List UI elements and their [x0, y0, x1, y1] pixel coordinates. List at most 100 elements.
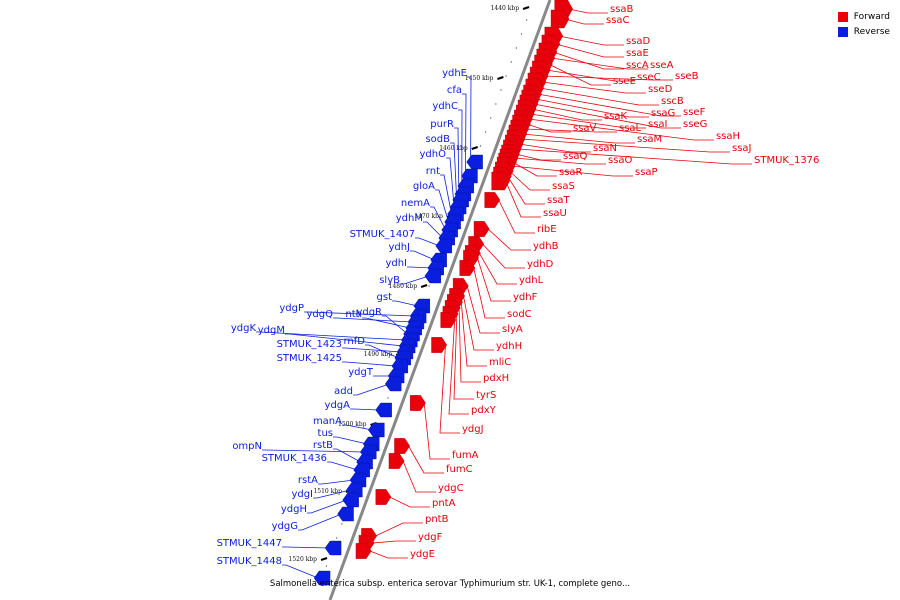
reverse-gene-label: ydgG	[272, 521, 298, 532]
axis-minor-dot	[341, 523, 343, 525]
reverse-leader-line	[333, 436, 368, 445]
reverse-gene-label: ydgM	[258, 325, 285, 336]
axis-minor-dot	[495, 103, 497, 105]
reverse-leader-line	[410, 250, 435, 261]
forward-leader-line	[526, 123, 571, 133]
reverse-gene-label: ydhO	[420, 149, 447, 160]
reverse-leader-line	[342, 361, 396, 367]
axis-tick-label: 1520 kbp	[289, 556, 318, 563]
reverse-gene-label: slyB	[379, 275, 400, 286]
forward-gene-label: ydgJ	[462, 424, 484, 435]
axis-minor-dot	[479, 145, 482, 147]
forward-leader-line	[408, 445, 444, 474]
forward-leader-line	[535, 98, 649, 118]
forward-gene-arrow	[355, 543, 372, 559]
reverse-leader-line	[365, 344, 399, 359]
forward-gene-label: ribE	[537, 224, 557, 235]
forward-gene-label: ssaG	[651, 108, 675, 119]
reverse-gene-arrow	[368, 422, 385, 438]
reverse-gene-label: ydhI	[385, 258, 407, 269]
axis-minor-dot	[387, 397, 389, 399]
forward-gene-label: ydgF	[418, 532, 443, 543]
reverse-leader-line	[415, 237, 440, 247]
reverse-leader-line	[435, 189, 449, 223]
forward-gene-label: STMUK_1376	[754, 155, 819, 166]
reverse-leader-line	[400, 275, 429, 285]
forward-gene-arrow	[484, 192, 501, 208]
forward-gene-label: sseD	[648, 84, 673, 95]
forward-gene-label: ssaC	[606, 15, 630, 26]
forward-gene-arrow	[491, 171, 510, 191]
forward-leader-line	[473, 267, 505, 319]
reverse-leader-line	[392, 300, 418, 307]
forward-gene-label: sseG	[683, 119, 707, 130]
reverse-gene-arrow	[435, 238, 452, 254]
forward-leader-line	[546, 69, 635, 82]
reverse-leader-line	[462, 93, 467, 177]
forward-gene-label: ssaJ	[732, 143, 752, 154]
reverse-leader-line	[333, 317, 412, 323]
reverse-gene-label: ydgT	[348, 367, 374, 378]
reverse-gene-label: STMUK_1425	[277, 353, 342, 364]
legend-reverse-label: Reverse	[853, 26, 890, 37]
forward-leader-line	[550, 57, 648, 70]
forward-leader-line	[517, 148, 752, 165]
reverse-leader-line	[282, 564, 319, 579]
forward-leader-line	[478, 252, 517, 285]
forward-leader-line	[537, 93, 681, 117]
map-caption: Salmonella enterica subsp. enterica sero…	[269, 579, 631, 589]
reverse-gene-label: STMUK_1447	[217, 538, 282, 549]
forward-leader-line	[423, 402, 450, 460]
axis-minor-dot	[510, 61, 512, 63]
forward-gene-label: sseB	[675, 71, 699, 82]
forward-leader-line	[564, 18, 604, 25]
forward-gene-label: pdxY	[471, 405, 497, 416]
forward-gene-label: ssaH	[716, 131, 740, 142]
reverse-leader-line	[440, 174, 452, 215]
axis-tick-label: 1450 kbp	[465, 75, 494, 82]
reverse-gene-arrow	[384, 376, 402, 392]
reverse-gene-label: ydgI	[291, 489, 313, 500]
reverse-gene-label: rstA	[298, 475, 318, 486]
forward-leader-line	[544, 75, 673, 81]
reverse-gene-label: ydhJ	[388, 242, 410, 253]
forward-gene-label: sodC	[507, 309, 532, 320]
forward-gene-label: ssaP	[635, 167, 658, 178]
forward-leader-line	[552, 51, 624, 70]
forward-leader-line	[555, 43, 624, 58]
forward-leader-line	[548, 63, 611, 86]
forward-gene-label: tyrS	[476, 390, 496, 401]
forward-gene-arrows	[355, 0, 573, 559]
axis-tick-mark	[497, 76, 504, 80]
forward-gene-arrow	[473, 221, 490, 237]
forward-gene-label: ssaD	[626, 36, 651, 47]
forward-gene-label: ssaN	[593, 143, 617, 154]
reverse-gene-label: gst	[377, 292, 393, 303]
forward-leader-line	[522, 133, 635, 144]
forward-swatch	[837, 11, 848, 22]
reverse-leader-line	[362, 317, 410, 329]
forward-leader-line	[453, 313, 474, 400]
forward-gene-label: ssaV	[573, 123, 597, 134]
forward-leader-line	[514, 157, 606, 165]
forward-leader-line	[541, 81, 646, 94]
reverse-leader-line	[454, 127, 460, 195]
forward-gene-label: ssaL	[619, 123, 642, 134]
forward-leader-line	[498, 199, 535, 234]
reverse-swatch	[837, 26, 848, 37]
forward-gene-label: ssaO	[608, 155, 633, 166]
forward-leader-line	[568, 8, 608, 14]
forward-gene-label: ssaK	[604, 111, 628, 122]
reverse-gene-label: sodB	[425, 134, 450, 145]
reverse-leader-line	[282, 546, 330, 549]
forward-gene-arrow	[550, 9, 570, 29]
reverse-leader-line	[313, 489, 351, 499]
reverse-gene-arrow	[313, 570, 331, 586]
reverse-gene-label: add	[334, 386, 353, 397]
axis-minor-dot	[515, 47, 518, 49]
axis-tick-label: 1460 kbp	[439, 145, 468, 152]
reverse-leader-line	[467, 76, 472, 163]
axis-tick-mark	[471, 146, 479, 150]
reverse-gene-arrow	[342, 492, 359, 508]
forward-leader-line	[477, 257, 511, 302]
